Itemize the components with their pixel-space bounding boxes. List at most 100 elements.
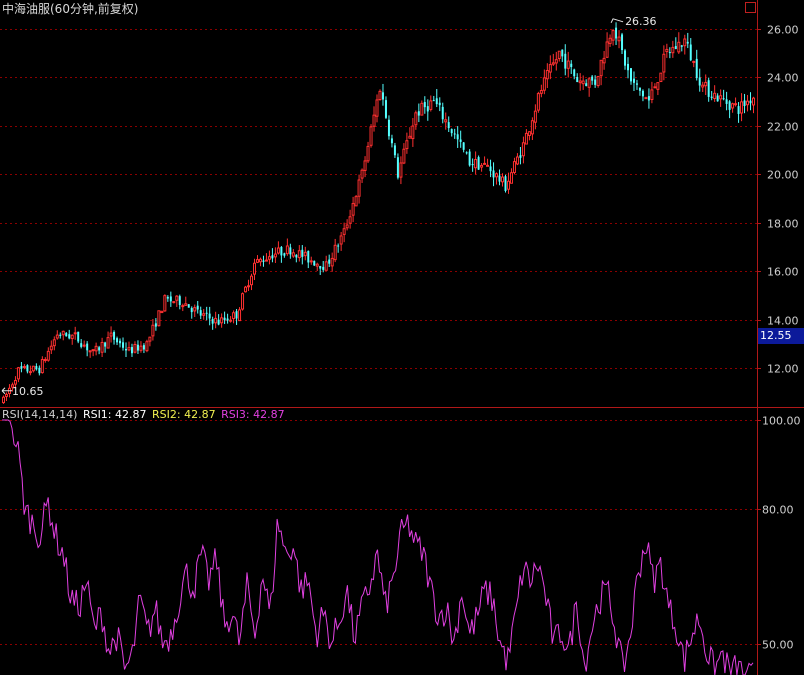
- candle: [444, 112, 448, 130]
- candle: [283, 252, 286, 258]
- candle: [617, 30, 621, 49]
- candle: [77, 331, 80, 344]
- candle: [566, 51, 570, 78]
- candle: [291, 249, 295, 258]
- candle: [561, 49, 564, 62]
- candle: [677, 32, 681, 54]
- window-restore-button[interactable]: [745, 2, 756, 13]
- candle: [530, 117, 534, 141]
- candle: [104, 341, 107, 353]
- candle: [426, 99, 429, 121]
- candle: [247, 279, 251, 292]
- candle: [324, 255, 328, 271]
- candle: [276, 241, 280, 255]
- candle: [139, 341, 143, 353]
- candle: [554, 51, 558, 71]
- candle: [701, 81, 705, 93]
- candle: [351, 196, 355, 223]
- candle: [345, 219, 349, 231]
- candle: [43, 357, 47, 363]
- candle: [659, 72, 663, 83]
- rsi3-series-line: [2, 419, 754, 675]
- rsi-indicator-label[interactable]: RSI(14,14,14): [2, 408, 78, 421]
- candle: [743, 93, 746, 114]
- candle: [301, 245, 304, 265]
- rsi-tick-label: 80.00: [762, 504, 794, 517]
- candle: [175, 295, 179, 307]
- candle: [181, 303, 185, 312]
- candle: [474, 151, 478, 175]
- price-tick-label: 16.00: [767, 266, 799, 279]
- candle: [489, 159, 492, 178]
- low-annotation: 10.65: [12, 385, 44, 398]
- candle: [432, 95, 435, 102]
- candle: [199, 306, 202, 320]
- candle: [55, 330, 59, 340]
- candle: [564, 44, 567, 76]
- candle: [322, 261, 325, 273]
- candle: [297, 245, 301, 262]
- candle: [26, 364, 29, 374]
- candle: [22, 364, 26, 370]
- candle: [680, 44, 683, 52]
- candle: [166, 295, 169, 302]
- rsi-plot: [2, 419, 754, 675]
- candle: [119, 338, 122, 348]
- candle: [16, 366, 20, 383]
- candle: [429, 95, 433, 112]
- candle: [653, 83, 657, 89]
- candle: [740, 93, 744, 122]
- rsi-tick-label: 50.00: [762, 639, 794, 652]
- candle: [557, 50, 561, 62]
- candle: [378, 89, 382, 101]
- price-tick-label: 22.00: [767, 121, 799, 134]
- candle: [591, 74, 594, 85]
- candle: [471, 158, 474, 172]
- candle: [521, 136, 525, 164]
- candle: [264, 253, 268, 262]
- candle: [10, 382, 14, 392]
- candle: [548, 55, 552, 80]
- candle: [644, 96, 648, 100]
- candle: [360, 168, 364, 183]
- candle: [273, 247, 277, 264]
- candle: [196, 300, 199, 314]
- candle: [348, 209, 352, 229]
- candle: [519, 146, 522, 165]
- price-tick-label: 12.00: [767, 363, 799, 376]
- candle: [578, 73, 582, 91]
- candle: [587, 76, 591, 97]
- rsi3-value: RSI3: 42.87: [221, 408, 285, 421]
- candle: [375, 94, 379, 123]
- candle: [611, 28, 615, 46]
- candle: [459, 130, 462, 148]
- rsi2-value: RSI2: 42.87: [152, 408, 216, 421]
- candle: [202, 309, 206, 320]
- candle: [255, 255, 259, 264]
- candle: [250, 273, 254, 291]
- candle: [68, 329, 71, 340]
- candle: [313, 260, 316, 267]
- candle: [295, 254, 298, 263]
- candle: [142, 343, 145, 354]
- price-candles: [1, 22, 756, 404]
- candle: [49, 340, 53, 354]
- candle: [384, 96, 387, 120]
- candle: [402, 143, 406, 165]
- axis-layer: 12.00 14.00 16.00 18.00 20.00 22.00 24.00 26.00…: [1, 15, 801, 652]
- candle: [689, 38, 692, 62]
- candle: [423, 96, 426, 114]
- candle: [539, 84, 543, 98]
- candle: [315, 262, 319, 271]
- candle: [151, 319, 155, 341]
- candle: [737, 102, 740, 123]
- candle: [163, 294, 167, 312]
- candle: [615, 22, 618, 46]
- candle: [605, 32, 609, 58]
- candle: [280, 246, 283, 263]
- low-marker: [1, 387, 12, 395]
- candle: [480, 163, 484, 172]
- candle: [366, 141, 370, 164]
